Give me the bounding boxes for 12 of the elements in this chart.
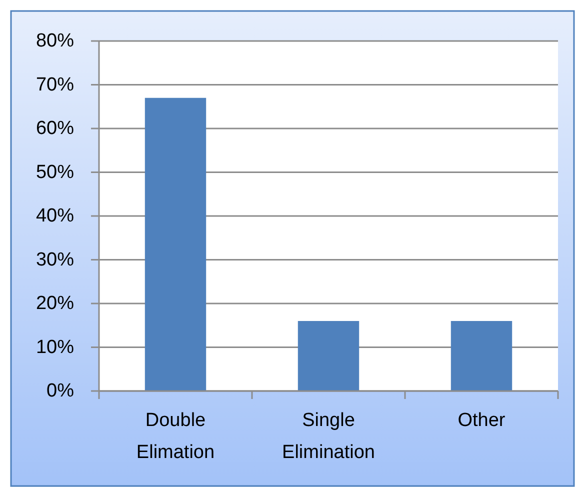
y-tick-label: 80% (36, 30, 74, 52)
y-tick-label: 10% (36, 336, 74, 358)
y-tick-label: 30% (36, 249, 74, 270)
y-tick-label: 70% (36, 74, 74, 96)
x-tick-label: Single Elimination (282, 410, 375, 463)
x-tick-label: Double Elimation (136, 410, 215, 463)
y-tick-label: 0% (46, 380, 74, 402)
y-tick-label: 40% (36, 206, 74, 226)
y-tick-label: 50% (36, 162, 74, 183)
y-tick-label: 60% (36, 118, 74, 139)
y-tick-label: 20% (36, 293, 74, 314)
x-tick-label: Other (458, 410, 506, 431)
